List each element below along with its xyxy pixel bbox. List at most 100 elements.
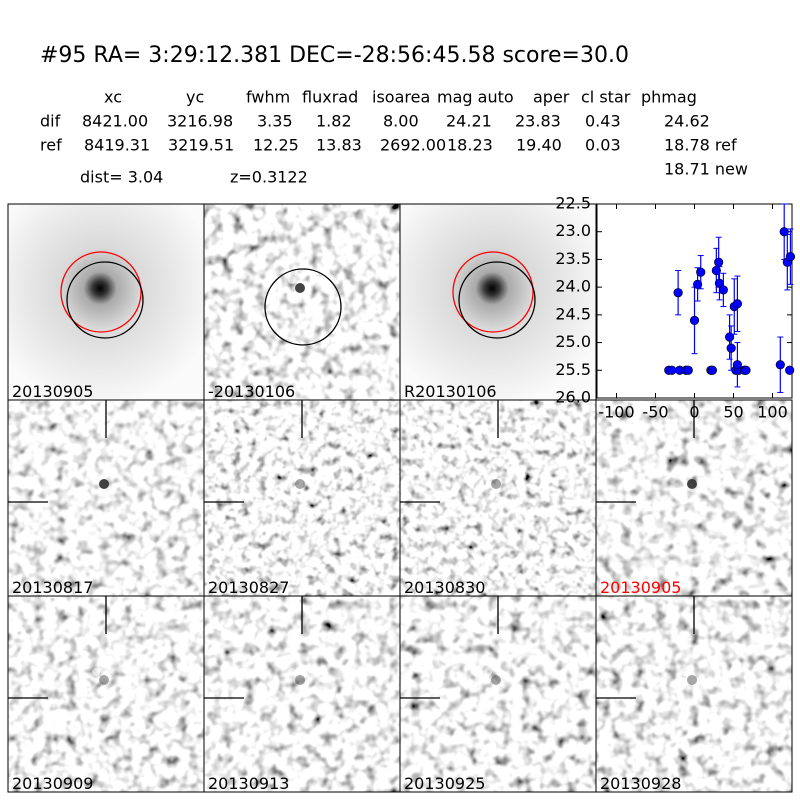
table-cell: 24.21 xyxy=(446,112,492,131)
residual xyxy=(491,675,501,685)
dist: dist= 3.04 xyxy=(80,168,163,187)
point xyxy=(714,257,724,267)
panel-label: 20130928 xyxy=(600,774,681,793)
point xyxy=(707,365,718,375)
table-cell: ref xyxy=(40,136,62,155)
point xyxy=(785,365,795,375)
table-cell: 12.25 xyxy=(253,136,299,155)
red-circle xyxy=(60,251,142,333)
table-cell: 3.35 xyxy=(257,112,293,131)
panel-label: 20130925 xyxy=(404,774,485,793)
y-tick-label: 25.0 xyxy=(555,332,591,351)
galaxy-image xyxy=(400,204,596,400)
y-tick-label: 24.0 xyxy=(555,277,591,296)
galaxy-image xyxy=(8,204,204,400)
table-cell: 8421.00 xyxy=(82,112,148,131)
point xyxy=(693,279,703,289)
point xyxy=(726,343,736,353)
panel-label: -20130106 xyxy=(208,382,295,401)
panel-label: 20130817 xyxy=(12,578,93,597)
black-circle xyxy=(458,261,536,339)
y-tick-label: 22.5 xyxy=(555,194,591,213)
residual xyxy=(295,675,305,685)
residual-bright xyxy=(288,668,296,676)
table-cell: 3216.98 xyxy=(167,112,233,131)
column-header: phmag xyxy=(641,88,697,107)
panel-label: 20130905 xyxy=(600,578,681,597)
panel-label: 20130909 xyxy=(12,774,93,793)
table-cell: 0.43 xyxy=(585,112,621,131)
point xyxy=(696,267,706,277)
panel-label: 20130913 xyxy=(208,774,289,793)
column-header: yc xyxy=(186,88,204,107)
diff-image xyxy=(204,204,400,400)
column-header: cl star xyxy=(581,88,631,107)
table-cell: 8419.31 xyxy=(84,136,150,155)
table-cell: dif xyxy=(40,112,61,131)
point xyxy=(667,365,677,375)
panel-frame xyxy=(595,595,793,793)
residual xyxy=(295,479,305,489)
point xyxy=(741,365,751,375)
point xyxy=(732,299,743,309)
x-tick-label: -100 xyxy=(598,403,634,422)
residual-bright xyxy=(92,472,100,480)
table-cell: 3219.51 xyxy=(168,136,234,155)
panel-label: 20130827 xyxy=(208,578,289,597)
point xyxy=(718,285,728,295)
column-header: isoarea xyxy=(372,88,430,107)
title: #95 RA= 3:29:12.381 DEC=-28:56:45.58 sco… xyxy=(40,43,629,68)
y-tick-label: 23.5 xyxy=(555,249,591,268)
column-header: aper xyxy=(533,88,570,107)
residual xyxy=(99,675,109,685)
residual-bright xyxy=(484,668,492,676)
x-tick-label: 100 xyxy=(757,403,788,422)
x-tick-label: -50 xyxy=(642,403,668,422)
residual-bright xyxy=(288,472,296,480)
table-cell: 24.62 xyxy=(664,112,710,131)
black-circle xyxy=(66,261,144,339)
panel-label: 20130905 xyxy=(12,382,93,401)
y-tick-label: 25.5 xyxy=(555,360,591,379)
residual-bright xyxy=(680,668,688,676)
residual-bright xyxy=(484,472,492,480)
point xyxy=(775,360,785,370)
red-circle xyxy=(452,251,534,333)
table-cell: 18.78 ref xyxy=(664,136,737,155)
table-cell: 0.03 xyxy=(585,136,621,155)
column-header: fwhm xyxy=(246,88,290,107)
residual-bright xyxy=(92,668,100,676)
residual xyxy=(99,479,109,489)
residual xyxy=(491,479,501,489)
y-tick-label: 26.0 xyxy=(555,388,591,407)
panel-label: R20130106 xyxy=(404,382,497,401)
table-cell: 18.23 xyxy=(447,136,493,155)
point xyxy=(779,227,789,237)
phmag-new: 18.71 new xyxy=(664,160,748,179)
residual-bright xyxy=(680,472,688,480)
x-tick-label: 50 xyxy=(723,403,743,422)
table-cell: 23.83 xyxy=(515,112,561,131)
point xyxy=(689,315,700,326)
y-tick-label: 23.0 xyxy=(555,221,591,240)
panel-label: 20130830 xyxy=(404,578,485,597)
residual xyxy=(687,479,697,489)
redshift: z=0.3122 xyxy=(230,168,308,187)
table-cell: 19.40 xyxy=(516,136,562,155)
table-cell: 1.82 xyxy=(316,112,352,131)
residual-bright xyxy=(288,276,296,284)
y-tick-label: 24.5 xyxy=(555,304,591,323)
black-circle xyxy=(264,268,342,346)
point xyxy=(673,288,683,298)
point xyxy=(683,365,693,375)
residual xyxy=(687,675,697,685)
column-header: xc xyxy=(104,88,122,107)
column-header: fluxrad xyxy=(302,88,358,107)
residual xyxy=(295,283,305,293)
column-header: mag auto xyxy=(437,88,514,107)
point xyxy=(732,360,743,370)
table-cell: 13.83 xyxy=(316,136,362,155)
x-tick-label: 0 xyxy=(689,403,699,422)
table-cell: 2692.00 xyxy=(380,136,446,155)
